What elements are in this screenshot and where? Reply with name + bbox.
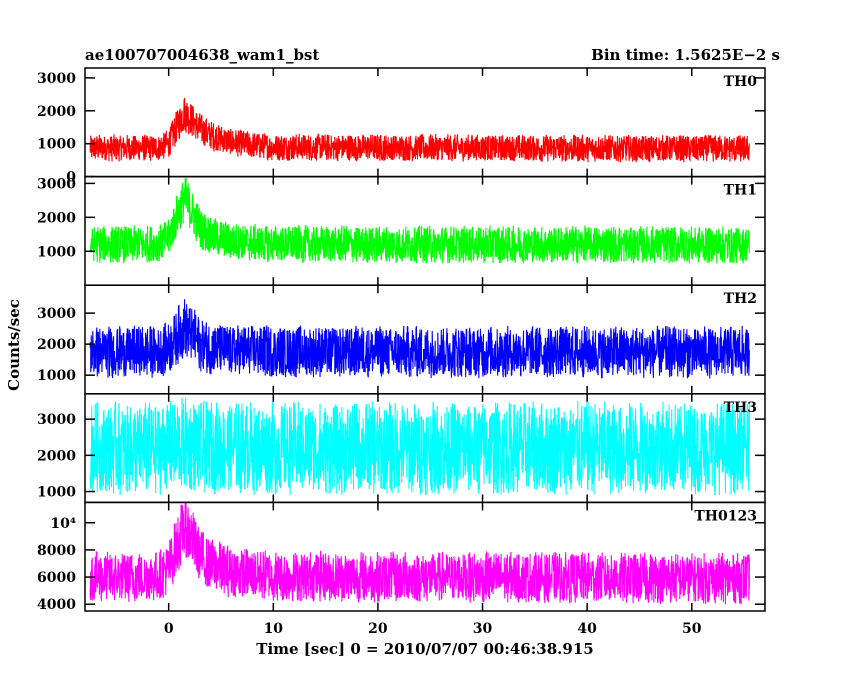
panels: 0 1000 2000 3000 TH0 1000 2000 3000 TH1 1000 2000 3… bbox=[37, 67, 766, 637]
x-tick-label: 30 bbox=[473, 621, 493, 637]
bin-time-label: Bin time: 1.5625E−2 s bbox=[591, 46, 780, 64]
panel-th0123: 4000 6000 8000 10⁴ TH0123 bbox=[37, 501, 766, 613]
x-axis-label: Time [sec] 0 = 2010/07/07 00:46:38.915 bbox=[256, 640, 593, 658]
series-label-th2: TH2 bbox=[724, 291, 757, 307]
series-label-th0: TH0 bbox=[724, 74, 758, 90]
y-tick-label: 2000 bbox=[37, 104, 76, 120]
y-tick-label: 1000 bbox=[37, 368, 76, 384]
x-tick-label: 40 bbox=[577, 621, 597, 637]
y-tick-label: 0 bbox=[66, 170, 76, 186]
series-line-th1 bbox=[89, 177, 750, 264]
series-label-th0123: TH0123 bbox=[694, 508, 757, 524]
panel-th3: 1000 2000 3000 TH3 bbox=[37, 393, 766, 504]
y-tick-label: 3000 bbox=[37, 176, 76, 192]
panel-frame-th0123 bbox=[84, 501, 766, 612]
x-tick-label: 50 bbox=[682, 621, 702, 637]
series-label-th1: TH1 bbox=[724, 183, 757, 199]
y-tick-label: 3000 bbox=[37, 71, 76, 87]
y-tick-label: 6000 bbox=[37, 570, 76, 586]
y-tick-label: 8000 bbox=[37, 543, 76, 559]
series-line-th0 bbox=[89, 97, 750, 163]
y-tick-label: 3000 bbox=[37, 306, 76, 322]
x-tick-label: 0 bbox=[164, 621, 174, 637]
series-line-th2 bbox=[89, 299, 750, 379]
panel-th0: 0 1000 2000 3000 TH0 bbox=[37, 67, 766, 186]
series-line-th3 bbox=[89, 397, 750, 496]
series-line-th0123 bbox=[89, 502, 750, 605]
panel-th1: 1000 2000 3000 TH1 bbox=[37, 175, 766, 286]
y-tick-label: 1000 bbox=[37, 137, 76, 153]
y-tick-label: 2000 bbox=[37, 448, 76, 464]
y-tick-label: 2000 bbox=[37, 210, 76, 226]
series-label-th3: TH3 bbox=[724, 400, 757, 416]
y-tick-label: 4000 bbox=[37, 597, 76, 613]
y-tick-label: 1000 bbox=[37, 244, 76, 260]
y-tick-label: 3000 bbox=[37, 412, 76, 428]
panel-th2: 1000 2000 3000 TH2 bbox=[37, 284, 766, 395]
x-tick-label: 20 bbox=[368, 621, 388, 637]
chart-title: ae100707004638_wam1_bst bbox=[85, 46, 319, 64]
y-tick-label: 2000 bbox=[37, 337, 76, 353]
y-tick-label: 10⁴ bbox=[50, 516, 76, 532]
y-tick-label: 1000 bbox=[37, 485, 76, 501]
y-axis-label: Counts/sec bbox=[5, 299, 23, 391]
x-tick-label: 10 bbox=[264, 621, 284, 637]
